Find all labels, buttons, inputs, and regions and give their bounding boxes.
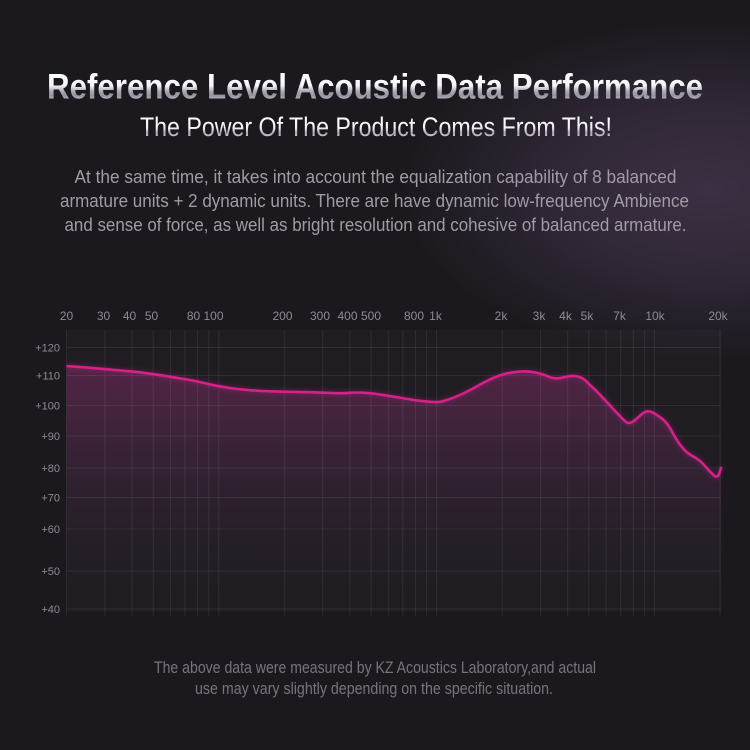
svg-text:200: 200 — [272, 309, 292, 323]
svg-text:The above data were measured b: The above data were measured by KZ Acous… — [154, 659, 596, 677]
svg-text:500: 500 — [361, 309, 381, 323]
svg-text:+100: +100 — [35, 401, 60, 413]
svg-text:10k: 10k — [645, 309, 665, 323]
svg-text:+60: +60 — [41, 524, 60, 536]
svg-text:+80: +80 — [41, 463, 60, 475]
svg-text:armature units + 2 dynamic uni: armature units + 2 dynamic units. There … — [60, 190, 689, 211]
svg-text:300: 300 — [310, 309, 330, 323]
svg-text:Reference Level Acoustic Data: Reference Level Acoustic Data Performanc… — [47, 68, 703, 107]
svg-text:4k: 4k — [559, 309, 573, 323]
svg-text:+40: +40 — [41, 604, 60, 616]
svg-text:+110: +110 — [36, 371, 60, 383]
svg-text:At the same time, it takes int: At the same time, it takes into account … — [75, 166, 677, 187]
svg-text:and sense of force, as well as: and sense of force, as well as bright re… — [65, 214, 687, 235]
svg-text:20: 20 — [60, 309, 74, 323]
svg-text:400: 400 — [337, 309, 357, 323]
svg-text:50: 50 — [145, 309, 159, 323]
svg-text:2k: 2k — [495, 309, 509, 323]
svg-text:30: 30 — [97, 309, 111, 323]
svg-text:800: 800 — [404, 309, 424, 323]
svg-text:7k: 7k — [613, 309, 627, 323]
svg-text:5k: 5k — [581, 309, 595, 323]
svg-text:100: 100 — [203, 309, 223, 323]
svg-text:+50: +50 — [41, 566, 60, 578]
svg-text:40: 40 — [123, 309, 137, 323]
svg-text:The Power Of The Product Comes: The Power Of The Product Comes From This… — [140, 112, 612, 142]
svg-text:3k: 3k — [533, 309, 547, 323]
svg-text:+90: +90 — [41, 431, 60, 443]
svg-text:+70: +70 — [41, 493, 60, 505]
svg-text:use may vary slightly dependin: use may vary slightly depending on the s… — [195, 680, 553, 698]
svg-text:1k: 1k — [429, 309, 443, 323]
svg-text:+120: +120 — [35, 343, 60, 355]
svg-text:20k: 20k — [708, 309, 728, 323]
svg-text:80: 80 — [187, 309, 201, 323]
